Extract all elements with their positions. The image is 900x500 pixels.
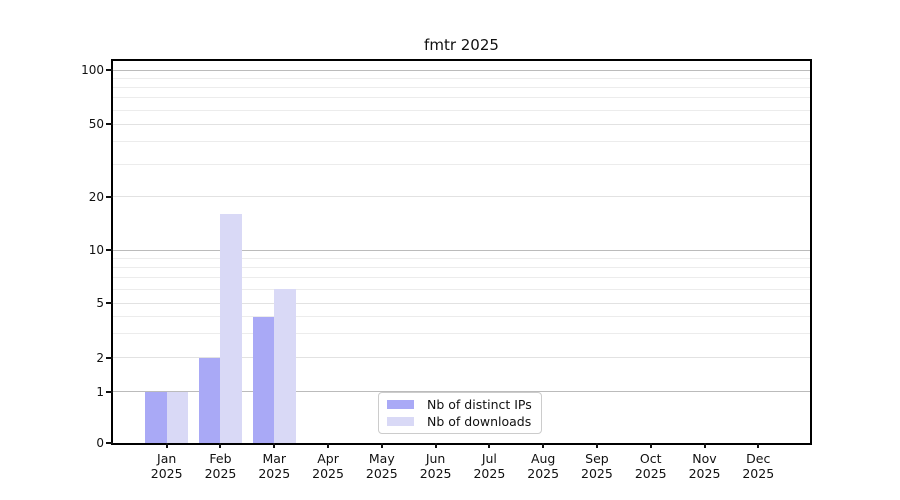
y-tick-10	[106, 249, 113, 251]
gridline-100	[113, 69, 810, 71]
legend-row-distinct-ips: Nb of distinct IPs	[379, 397, 541, 412]
gridline-4	[113, 316, 810, 318]
x-tick-oct	[649, 443, 652, 448]
legend-row-downloads: Nb of downloads	[379, 414, 541, 429]
x-tick-jan	[165, 443, 168, 448]
x-tick-mar	[273, 443, 276, 448]
x-tick-label-jan: Jan 2025	[150, 451, 183, 481]
gridline-50	[113, 123, 810, 125]
distinct-ips-swatch-icon	[387, 400, 414, 409]
legend-label-downloads: Nb of downloads	[427, 414, 532, 429]
x-tick-sep	[595, 443, 598, 448]
gridline-20	[113, 196, 810, 198]
y-tick-label-10: 10	[88, 243, 104, 257]
legend-label-distinct-ips: Nb of distinct IPs	[427, 397, 532, 412]
x-tick-label-feb: Feb 2025	[204, 451, 237, 481]
y-tick-label-5: 5	[96, 296, 104, 311]
gridline-7	[113, 276, 810, 278]
gridline-30	[113, 164, 810, 166]
x-tick-label-may: May 2025	[365, 451, 398, 481]
y-tick-label-100: 100	[81, 63, 104, 77]
gridline-80	[113, 86, 810, 88]
y-tick-1	[106, 390, 113, 393]
gridline-90	[113, 77, 810, 79]
bar-distinct-ips-feb	[198, 357, 221, 443]
gridline-6	[113, 288, 810, 290]
y-tick-2	[106, 356, 113, 359]
plot-area	[113, 61, 810, 443]
y-tick-label-50: 50	[88, 117, 104, 132]
y-tick-label-2: 2	[96, 350, 104, 365]
gridline-3	[113, 333, 810, 335]
x-tick-label-oct: Oct 2025	[634, 451, 667, 481]
gridline-2	[113, 357, 810, 359]
y-tick-50	[106, 123, 113, 126]
gridline-9	[113, 257, 810, 259]
bar-distinct-ips-jan	[145, 391, 167, 443]
x-tick-label-aug: Aug 2025	[527, 451, 560, 481]
gridline-10	[113, 249, 810, 251]
gridline-70	[113, 97, 810, 99]
y-tick-label-1: 1	[96, 384, 104, 399]
gridline-5	[113, 302, 810, 304]
x-tick-label-dec: Dec 2025	[742, 451, 775, 481]
x-tick-label-sep: Sep 2025	[581, 451, 613, 481]
x-tick-label-mar: Mar 2025	[258, 451, 291, 481]
bar-downloads-mar	[274, 289, 296, 443]
bar-distinct-ips-mar	[252, 316, 275, 443]
gridline-1	[113, 391, 810, 393]
y-tick-label-20: 20	[88, 189, 104, 204]
x-tick-dec	[757, 443, 760, 448]
legend: Nb of distinct IPs Nb of downloads	[378, 392, 542, 434]
y-tick-20	[106, 195, 113, 198]
bar-downloads-feb	[220, 213, 242, 443]
x-tick-label-apr: Apr 2025	[312, 451, 344, 481]
gridline-60	[113, 109, 810, 111]
x-tick-feb	[219, 443, 222, 448]
gridline-8	[113, 266, 810, 268]
x-tick-aug	[542, 443, 545, 448]
x-tick-apr	[327, 443, 330, 448]
x-tick-nov	[703, 443, 706, 448]
x-tick-jul	[488, 443, 491, 448]
downloads-swatch-icon	[387, 417, 414, 426]
chart-title: fmtr 2025	[424, 36, 499, 54]
x-tick-label-jul: Jul 2025	[473, 451, 506, 481]
x-tick-jun	[434, 443, 437, 448]
x-tick-label-jun: Jun 2025	[419, 451, 452, 481]
x-tick-label-nov: Nov 2025	[688, 451, 721, 481]
y-tick-label-0: 0	[96, 436, 104, 450]
gridline-40	[113, 141, 810, 143]
y-tick-0	[106, 442, 113, 444]
bar-downloads-jan	[166, 391, 189, 443]
y-tick-5	[106, 302, 113, 305]
y-tick-100	[106, 69, 113, 71]
x-tick-may	[380, 443, 383, 448]
